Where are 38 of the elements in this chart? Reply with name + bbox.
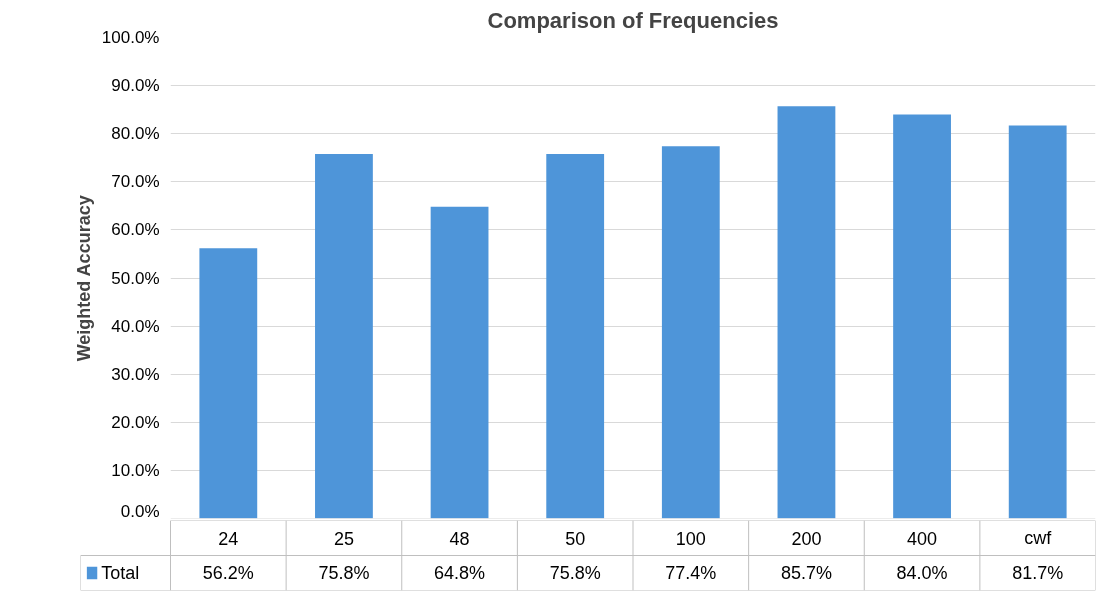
bar [199,248,258,519]
bar [546,153,605,519]
data-label: 75.8% [549,563,601,583]
x-tick-label: 50 [565,528,586,549]
y-tick-label: 70.0% [111,172,160,192]
x-tick-label: 48 [449,528,470,549]
y-tick-label: 0.0% [120,501,160,521]
y-tick-label: 40.0% [111,316,160,336]
data-label: 81.7% [1012,563,1064,583]
y-tick-label: 30.0% [111,364,160,384]
bar [893,114,951,519]
data-label: 77.4% [665,563,717,583]
x-tick-label: 100 [675,528,706,549]
y-tick-label: 60.0% [111,220,160,240]
x-tick-label: 400 [907,528,938,549]
bar [430,206,489,519]
data-label: 84.0% [896,563,948,583]
y-tick-label: 100.0% [101,28,160,47]
chart-title: Comparison of Frequencies [487,7,779,33]
x-tick-label: cwf [1024,528,1053,548]
bar [1008,125,1067,519]
bar [661,146,720,519]
y-axis-title: Weighted Accuracy [73,195,94,362]
legend-label: Total [101,563,140,583]
y-tick-label: 10.0% [111,460,160,480]
y-tick-label: 20.0% [111,412,160,432]
data-label: 75.8% [318,563,370,583]
y-tick-label: 80.0% [111,124,160,144]
bar [315,153,373,519]
x-tick-label: 200 [791,528,822,549]
data-label: 56.2% [202,563,254,583]
y-tick-label: 90.0% [111,76,160,96]
bar [777,106,836,519]
x-tick-label: 24 [218,528,239,549]
y-tick-label: 50.0% [111,268,160,288]
data-label: 85.7% [780,563,832,583]
x-tick-label: 25 [333,528,354,549]
data-label: 64.8% [434,563,486,583]
